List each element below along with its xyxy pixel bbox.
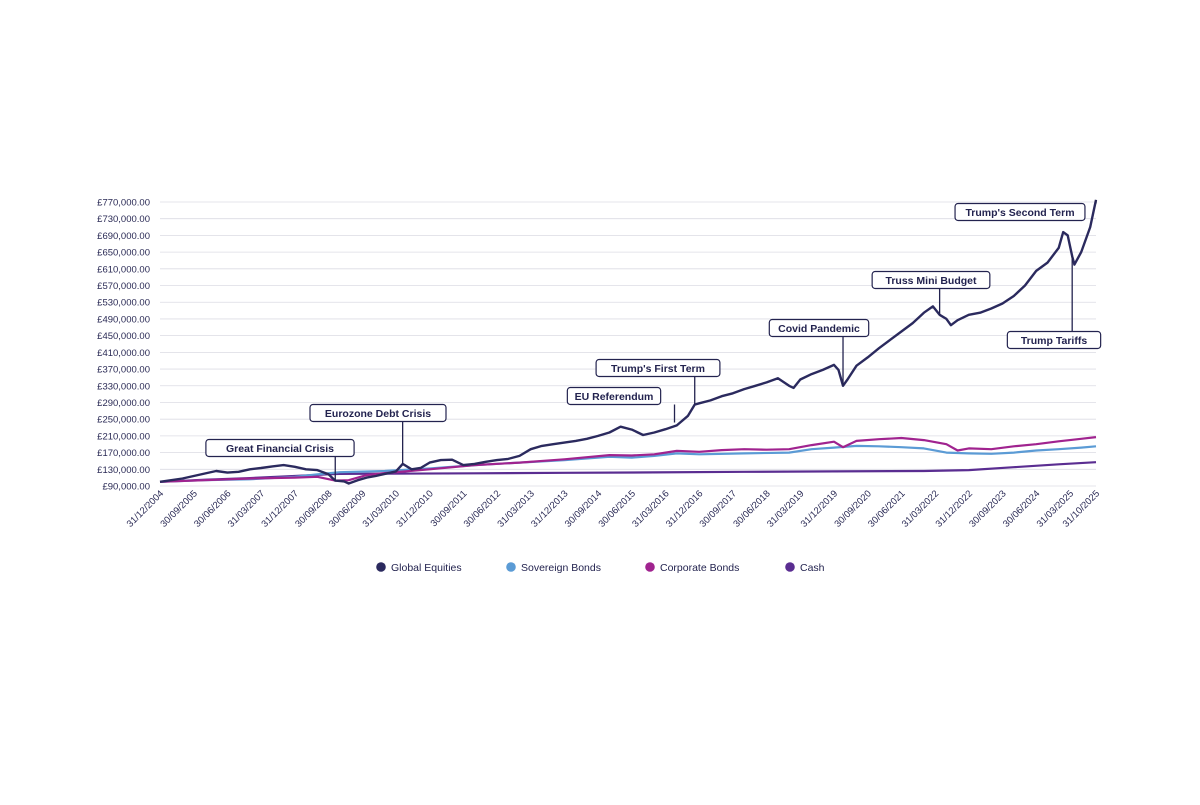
y-tick-label: £170,000.00 bbox=[97, 448, 150, 459]
annotation-label: Trump's First Term bbox=[611, 363, 705, 375]
y-tick-label: £530,000.00 bbox=[97, 298, 150, 309]
series-lines bbox=[159, 199, 1098, 485]
legend-marker bbox=[645, 562, 655, 572]
legend-marker bbox=[506, 562, 516, 572]
annotation-box bbox=[954, 202, 1086, 222]
legend-marker bbox=[376, 562, 386, 572]
legend: Global Equities Sovereign Bonds Corporate … bbox=[376, 562, 825, 574]
annotation-label: EU Referendum bbox=[575, 391, 654, 403]
legend-label: Sovereign Bonds bbox=[521, 562, 601, 574]
x-axis: 31/12/200430/09/200530/06/200631/03/2007… bbox=[125, 488, 1102, 529]
y-tick-label: £650,000.00 bbox=[97, 248, 150, 259]
y-tick-label: £570,000.00 bbox=[97, 281, 150, 292]
series-line-sovereign-bonds bbox=[159, 444, 1097, 483]
annotation-box bbox=[205, 438, 355, 458]
legend-label: Corporate Bonds bbox=[660, 562, 739, 574]
series-line-global-equities bbox=[159, 199, 1098, 485]
y-tick-label: £690,000.00 bbox=[97, 231, 150, 242]
y-tick-label: £130,000.00 bbox=[97, 465, 150, 476]
annotation-label: Eurozone Debt Crisis bbox=[325, 408, 431, 420]
y-tick-label: £90,000.00 bbox=[102, 482, 150, 493]
y-tick-label: £730,000.00 bbox=[97, 214, 150, 225]
annotation-box bbox=[1006, 330, 1102, 350]
annotation-box bbox=[309, 403, 447, 423]
series-line-corporate-bonds bbox=[159, 436, 1097, 483]
y-tick-label: £770,000.00 bbox=[97, 198, 150, 209]
annotation-box bbox=[871, 270, 991, 290]
y-tick-label: £490,000.00 bbox=[97, 314, 150, 325]
legend-label: Cash bbox=[800, 562, 825, 574]
legend-marker bbox=[785, 562, 795, 572]
annotation-label: Trump Tariffs bbox=[1021, 335, 1087, 347]
y-axis: £90,000.00 £130,000.00 £170,000.00 £210,000… bbox=[97, 198, 150, 493]
y-tick-label: £250,000.00 bbox=[97, 415, 150, 426]
y-tick-label: £210,000.00 bbox=[97, 431, 150, 442]
legend-label: Global Equities bbox=[391, 562, 462, 574]
annotation-box bbox=[768, 318, 870, 338]
annotation-label: Covid Pandemic bbox=[778, 323, 860, 335]
annotation-label: Trump's Second Term bbox=[965, 207, 1074, 219]
y-tick-label: £370,000.00 bbox=[97, 365, 150, 376]
series-line-cash bbox=[159, 461, 1097, 483]
annotation-box bbox=[566, 386, 662, 406]
y-tick-label: £410,000.00 bbox=[97, 348, 150, 359]
y-tick-label: £450,000.00 bbox=[97, 331, 150, 342]
y-tick-label: £330,000.00 bbox=[97, 381, 150, 392]
annotations: Great Financial Crisis Eurozone Debt Cris… bbox=[205, 199, 1102, 481]
annotation-box bbox=[595, 358, 721, 378]
y-tick-label: £610,000.00 bbox=[97, 264, 150, 275]
annotation-label: Truss Mini Budget bbox=[885, 275, 977, 287]
annotation-label: Great Financial Crisis bbox=[226, 443, 334, 455]
y-tick-label: £290,000.00 bbox=[97, 398, 150, 409]
